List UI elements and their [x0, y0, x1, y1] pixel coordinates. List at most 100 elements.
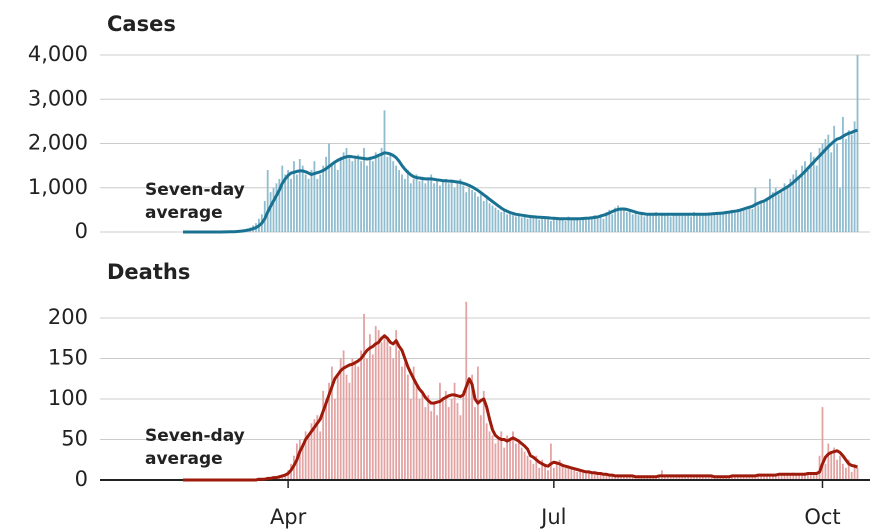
bar [401, 366, 403, 480]
bar [482, 201, 485, 232]
bar [809, 471, 812, 480]
average-line [183, 128, 858, 234]
bar [406, 170, 409, 232]
bar [693, 475, 695, 480]
line-label: Seven-day average [145, 180, 245, 223]
bar [488, 431, 491, 480]
y-tick-label: 1,000 [28, 175, 88, 199]
bar [456, 183, 459, 232]
bar [497, 439, 500, 480]
bar [552, 218, 555, 232]
bar [462, 390, 465, 480]
y-tick-label: 200 [48, 305, 88, 329]
bar [646, 477, 649, 480]
x-tick-label: Jul [539, 505, 566, 529]
bar [269, 192, 272, 232]
bar [371, 354, 374, 480]
bar [520, 447, 523, 480]
bar [301, 165, 304, 232]
bar [345, 374, 348, 480]
bar [298, 439, 301, 480]
bar [418, 181, 421, 232]
bar [398, 350, 400, 480]
bar [620, 209, 622, 232]
bar [754, 475, 757, 480]
bar [587, 218, 590, 232]
bar [331, 366, 333, 480]
bar [339, 156, 342, 232]
bar [404, 178, 406, 232]
bar [605, 475, 608, 480]
bar [780, 474, 783, 480]
bar [698, 476, 701, 480]
bar [602, 473, 605, 480]
bar [409, 399, 412, 480]
bar [418, 399, 421, 480]
bar [366, 358, 368, 480]
bar [366, 165, 368, 232]
bar [520, 217, 523, 232]
bar [412, 178, 415, 232]
bar [678, 215, 681, 232]
bar [436, 178, 438, 232]
bar [377, 330, 380, 480]
bar [336, 170, 339, 232]
bar [830, 451, 833, 480]
bar [582, 471, 584, 480]
bar [640, 213, 643, 232]
chart-title: Cases [107, 12, 176, 36]
bar [582, 218, 584, 232]
bar [491, 435, 494, 480]
bar [295, 174, 298, 232]
bar [552, 467, 555, 480]
bar [754, 187, 757, 232]
bar [398, 170, 400, 232]
bar [672, 475, 675, 480]
bar [663, 475, 666, 480]
bar [415, 174, 418, 232]
bar [809, 152, 812, 232]
bar [812, 156, 815, 232]
bar [474, 192, 476, 232]
bar [748, 476, 751, 480]
bar [374, 326, 377, 480]
bar [675, 475, 678, 480]
bar [698, 213, 701, 232]
bar [351, 358, 354, 480]
bar [313, 161, 316, 232]
bar [328, 143, 330, 232]
bar [494, 443, 497, 480]
y-tick-label: 3,000 [28, 86, 88, 110]
bar [821, 407, 824, 480]
bar [444, 390, 447, 480]
bar [836, 143, 838, 232]
bar [704, 475, 707, 480]
bar [766, 475, 768, 480]
bar [789, 178, 792, 232]
bar [266, 170, 269, 232]
bar [611, 475, 614, 480]
bar [468, 382, 471, 480]
bar [669, 476, 672, 480]
bar [526, 455, 529, 480]
bar [719, 214, 722, 232]
bar [564, 220, 567, 232]
bar [287, 170, 290, 232]
bar [436, 415, 438, 480]
bar [322, 165, 325, 232]
bar [573, 217, 576, 232]
bar [731, 209, 733, 232]
bar [284, 174, 287, 232]
bar [696, 475, 698, 480]
bar [474, 407, 476, 480]
bar [456, 403, 459, 480]
bar [497, 209, 500, 232]
bar [763, 475, 765, 480]
bar [681, 476, 684, 480]
bar [783, 475, 786, 480]
bar [701, 475, 704, 480]
bar [313, 419, 316, 480]
bar [634, 477, 637, 480]
bar [550, 443, 552, 480]
bar [517, 214, 520, 232]
